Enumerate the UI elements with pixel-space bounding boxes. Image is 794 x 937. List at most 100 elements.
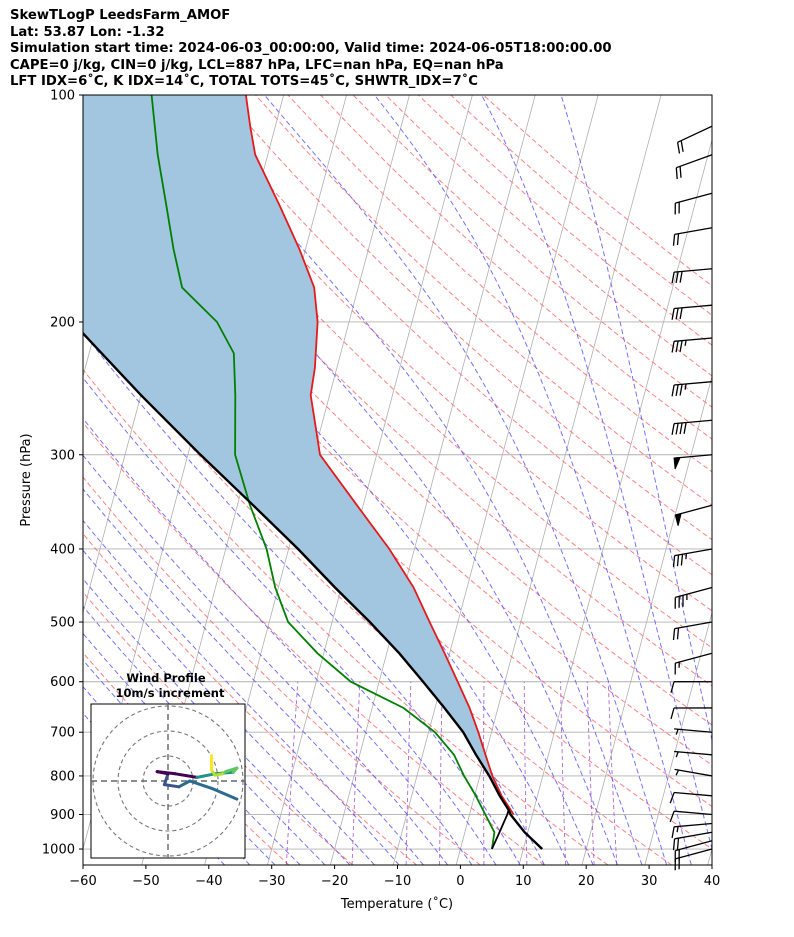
isotherm-line — [267, 95, 473, 865]
barb-flag — [679, 166, 682, 178]
wind-barb — [671, 822, 713, 839]
barb-flag — [671, 308, 675, 320]
barb-shaft — [674, 750, 713, 756]
barb-flag — [680, 554, 684, 566]
wind-barb — [674, 504, 713, 526]
barb-shaft — [674, 728, 713, 733]
barb-flag — [683, 422, 687, 434]
hodograph-trace-segment — [210, 786, 239, 801]
x-tick-label: 40 — [704, 874, 721, 889]
wind-barb — [674, 768, 713, 777]
dewpoint-profile — [150, 95, 496, 850]
y-tick-label: 200 — [50, 315, 75, 330]
mixing-ratio-line — [405, 681, 412, 865]
barb-flag — [670, 681, 675, 693]
moist-adiabat — [481, 95, 712, 852]
x-tick-label: −50 — [132, 874, 159, 889]
wind-barb — [672, 227, 713, 246]
x-tick-label: 0 — [456, 874, 464, 889]
barb-flag — [672, 234, 676, 246]
hodograph-trace-segment — [173, 772, 199, 779]
y-tick-label: 500 — [50, 616, 75, 631]
dry-adiabat — [83, 532, 417, 865]
moist-adiabat — [83, 632, 301, 865]
barb-pennant — [673, 456, 681, 470]
dry-adiabat — [83, 591, 354, 865]
barb-flag — [676, 838, 680, 850]
cape-cin-shading — [83, 95, 514, 815]
hodograph-trace-segment — [155, 770, 177, 776]
dry-adiabat — [83, 125, 712, 726]
moist-adiabat — [264, 95, 668, 865]
isotherm-line — [455, 95, 662, 865]
dry-adiabat — [450, 95, 712, 316]
x-tick-label: −40 — [195, 874, 222, 889]
chart-title-block: SkewTLogP LeedsFarm_AMOF Lat: 53.87 Lon:… — [10, 8, 612, 91]
wind-barb — [675, 154, 713, 180]
hodograph-trace-segment — [162, 783, 181, 789]
mixing-ratio-line — [607, 681, 618, 865]
isotherm-line — [707, 847, 712, 865]
wind-barb — [669, 810, 713, 823]
moist-adiabat — [100, 95, 618, 865]
y-tick-label: 800 — [50, 769, 75, 784]
barb-shaft — [676, 154, 713, 169]
barb-flag — [675, 340, 679, 353]
dry-adiabat — [83, 652, 290, 865]
chart-title: SkewTLogP LeedsFarm_AMOF — [10, 8, 231, 23]
station-location: Lat: 53.87 Lon: -1.32 — [10, 24, 165, 40]
isotherm-line — [329, 95, 536, 865]
x-tick-label: 30 — [641, 874, 658, 889]
x-tick-label: −20 — [321, 874, 348, 889]
dry-adiabat — [483, 95, 712, 287]
wind-barb — [672, 548, 713, 567]
isotherm-line — [83, 95, 96, 142]
stability-indices-1: CAPE=0 j/kg, CIN=0 j/kg, LCL=887 hPa, LF… — [10, 57, 504, 73]
wind-barb — [674, 586, 713, 609]
barb-flag — [676, 627, 680, 640]
moist-adiabat — [83, 488, 424, 865]
dry-adiabat — [352, 95, 712, 408]
barb-shaft — [675, 192, 713, 204]
barb-half-flag — [675, 751, 679, 758]
wind-barb — [670, 681, 713, 693]
lcl-path — [491, 809, 510, 850]
barb-shaft — [674, 337, 713, 342]
x-tick-label: −60 — [69, 874, 96, 889]
barb-shaft — [675, 652, 713, 664]
y-tick-label: 700 — [50, 726, 75, 741]
barb-flag — [671, 826, 675, 839]
stability-indices-2: LFT IDX=6˚C, K IDX=14˚C, TOTAL TOTS=45˚C… — [10, 74, 478, 89]
mixing-ratio-line — [285, 681, 299, 865]
dry-adiabat — [83, 368, 609, 865]
wind-barb — [673, 454, 713, 470]
barb-flag — [675, 167, 678, 180]
barb-shaft — [674, 768, 713, 777]
barb-flag — [672, 628, 676, 641]
wind-barbs — [669, 125, 713, 871]
hodograph-trace-segment — [177, 779, 192, 789]
temperature-profile — [245, 95, 515, 815]
barb-flag — [671, 384, 675, 397]
barb-flag — [669, 810, 675, 823]
barb-flag — [671, 341, 675, 353]
x-axis-label: Temperature (˚C) — [340, 896, 453, 912]
barb-flag — [669, 792, 675, 804]
barb-half-flag — [676, 826, 679, 833]
axes-layer: −60 −50 −40 −30 −20 −10 0 10 20 30 40 1000 900 800 700… — [42, 89, 720, 890]
barb-shaft — [674, 304, 713, 310]
y-tick-label: 400 — [50, 542, 75, 557]
barb-pennant — [674, 512, 682, 526]
barb-shaft — [674, 831, 713, 840]
barb-flag — [675, 271, 679, 284]
barb-half-flag — [684, 383, 687, 390]
y-tick-label: 600 — [50, 675, 75, 690]
moist-adiabat — [83, 605, 326, 865]
moist-adiabat — [83, 454, 449, 865]
barb-flag — [679, 422, 683, 435]
hodograph-trace-segment — [188, 779, 213, 790]
mixing-ratio-line — [439, 681, 443, 865]
hodograph-subtitle: 10m/s increment — [116, 686, 225, 700]
moist-adiabat — [173, 95, 643, 865]
